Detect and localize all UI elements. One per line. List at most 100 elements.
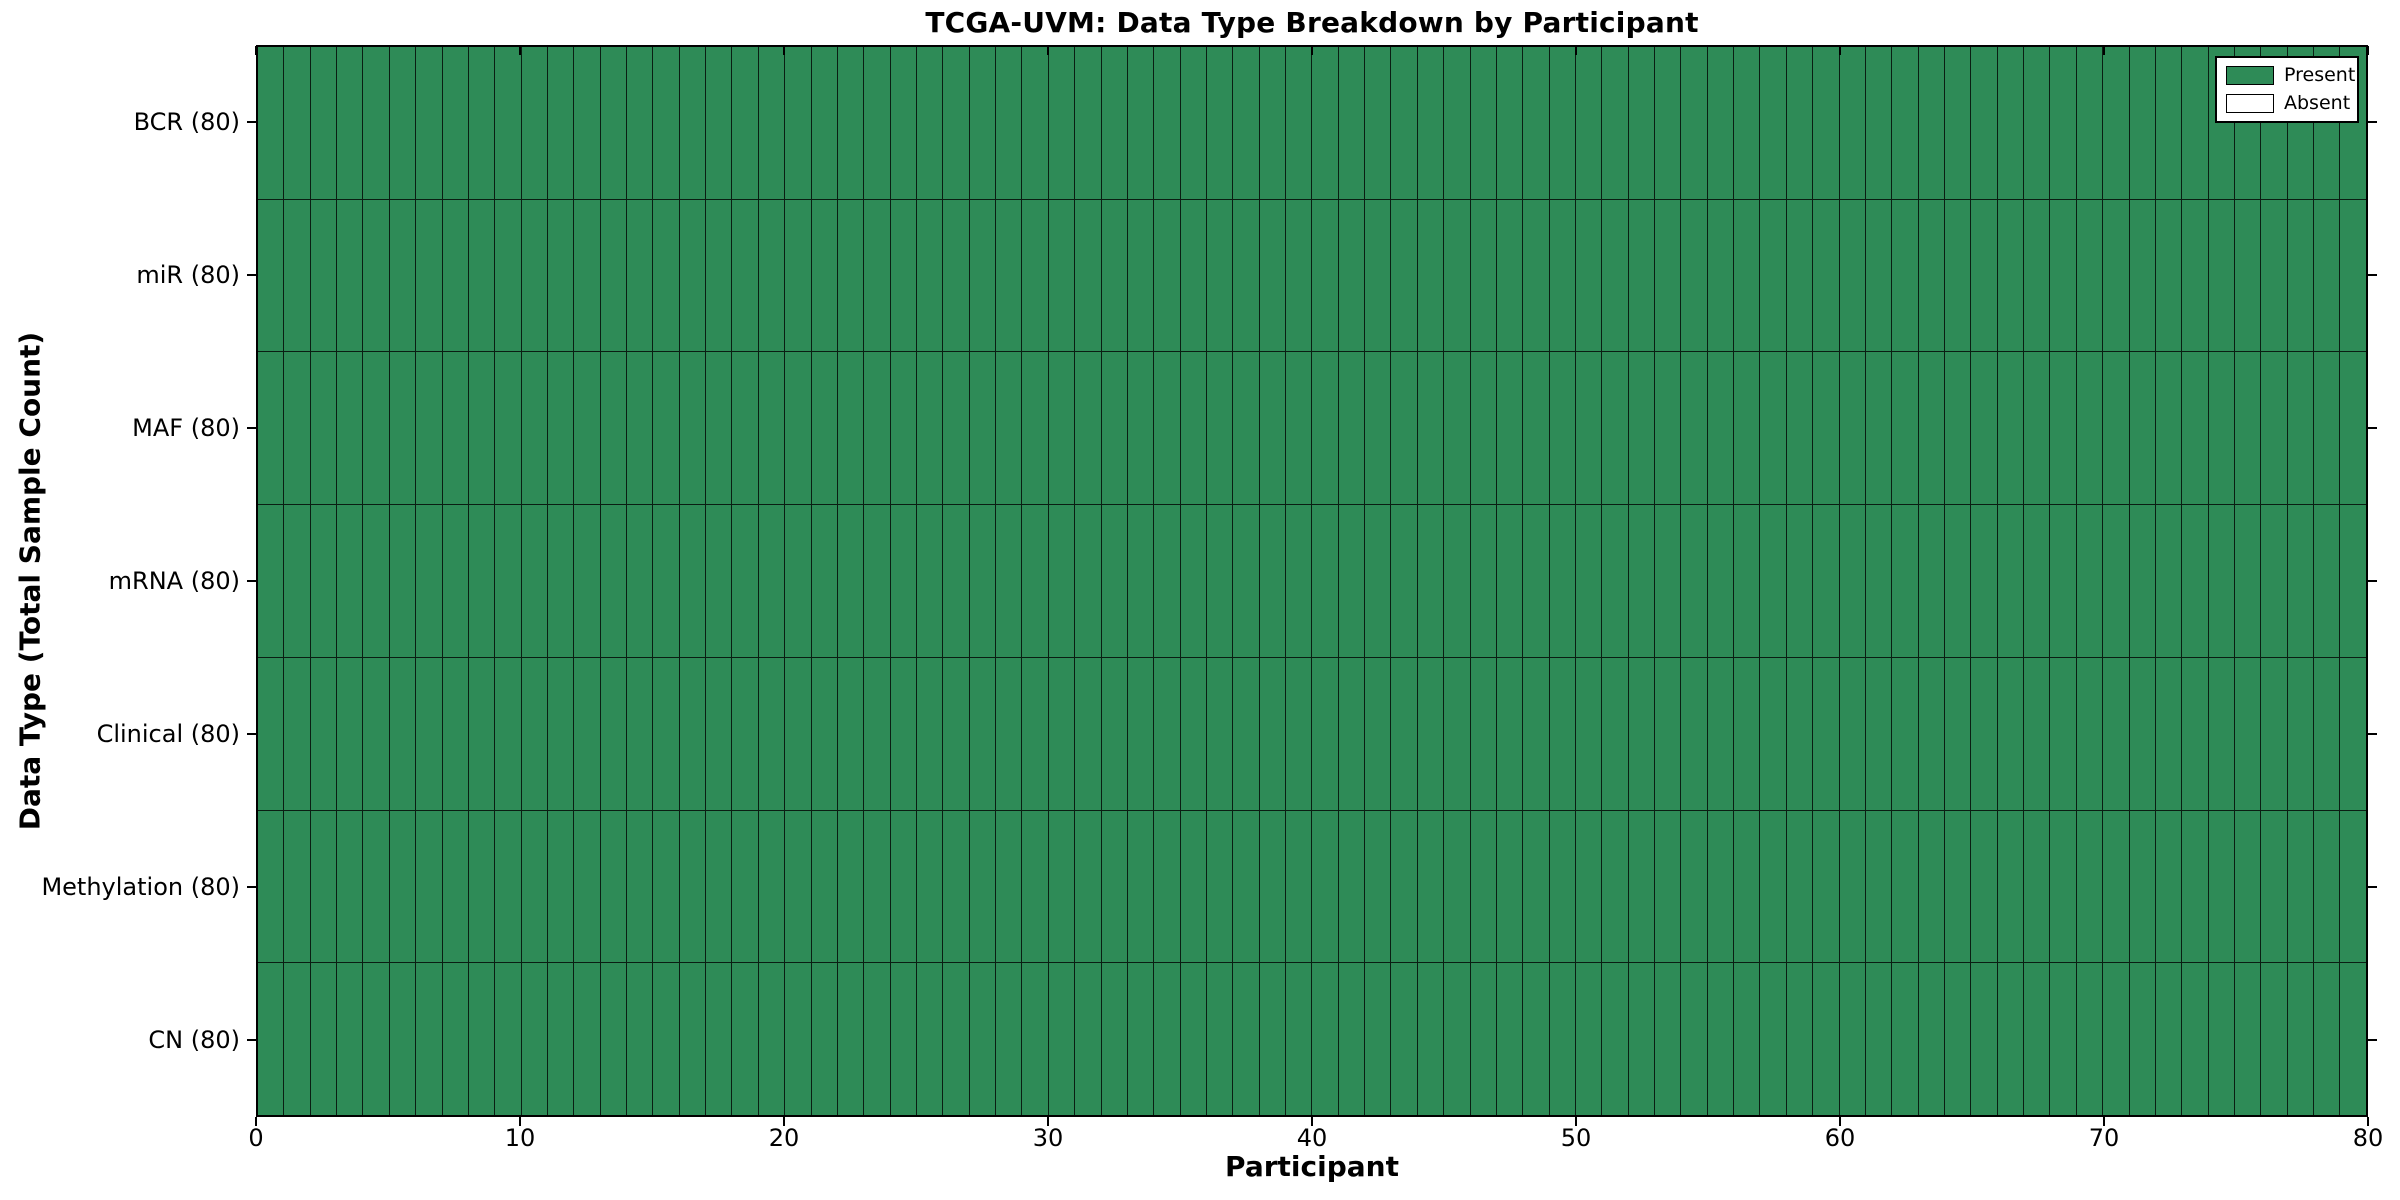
heatmap-cell [1601,47,1628,199]
heatmap-cell [1179,963,1206,1116]
heatmap-cell [1074,47,1101,199]
legend-label-present: Present [2284,64,2356,86]
heatmap-cell [1495,505,1523,657]
heatmap-cell [942,963,969,1116]
heatmap-cell [757,199,785,352]
heatmap-cell [2313,505,2340,657]
y-tick-mark [247,120,256,123]
heatmap-cell [2207,352,2234,505]
heatmap-cell [2181,199,2208,352]
heatmap-cell [1021,810,1048,963]
heatmap-cell [1680,963,1707,1116]
heatmap-cell [942,657,969,810]
heatmap-cell [1495,352,1523,505]
x-tick-mark [519,1117,521,1126]
heatmap-cell [678,199,706,352]
heatmap-cell [1574,352,1602,505]
heatmap-cell [1601,199,1628,352]
heatmap-cell [2286,657,2314,810]
heatmap-cell [1759,657,1786,810]
heatmap-cell [1337,47,1365,199]
x-tick-mark [519,46,521,55]
heatmap-cell [1443,352,1470,505]
heatmap-cell [1522,47,1549,199]
heatmap-cell [309,199,337,352]
heatmap-cell [968,47,996,199]
heatmap-cell [2339,352,2366,505]
heatmap-cell [1311,810,1338,963]
heatmap-cell [1126,810,1154,963]
y-tick-label-Methylation: Methylation (80) [41,873,240,902]
heatmap-cell [1390,810,1417,963]
heatmap-cell [810,657,837,810]
heatmap-cell [494,352,521,505]
legend-entry-absent: Absent [2226,93,2350,114]
heatmap-cell [1179,810,1206,963]
heatmap-cell [362,657,389,810]
heatmap-cell [388,47,416,199]
heatmap-cell [441,657,468,810]
heatmap-cell [362,963,389,1116]
heatmap-cell [388,352,416,505]
heatmap-cell [1390,47,1417,199]
heatmap-cell [1179,352,1206,505]
heatmap-cell [2049,657,2076,810]
heatmap-cell [889,963,916,1116]
heatmap-cell [2339,963,2366,1116]
heatmap-cell [705,810,732,963]
heatmap-cell [1126,352,1154,505]
heatmap-cell [2049,963,2076,1116]
heatmap-cell [968,352,996,505]
heatmap-cell [1522,963,1549,1116]
heatmap-cell [1495,199,1523,352]
heatmap-cell [1021,657,1048,810]
heatmap-cell [1337,199,1365,352]
heatmap-cell [1838,505,1865,657]
heatmap-cell [2260,199,2287,352]
heatmap-cell [2260,810,2287,963]
heatmap-cell [1416,47,1444,199]
heatmap-cell [467,963,495,1116]
heatmap-cell [1311,47,1338,199]
heatmap-cell [415,810,442,963]
heatmap-cell [1996,199,2024,352]
heatmap-cell [1364,963,1391,1116]
heatmap-cell [1179,505,1206,657]
heatmap-cell [1601,505,1628,657]
heatmap-cell [1258,352,1286,505]
heatmap-cell [2207,199,2234,352]
heatmap-cell [1864,657,1892,810]
heatmap-cell [626,199,653,352]
heatmap-cell [1996,963,2024,1116]
heatmap-cell [1733,199,1760,352]
heatmap-cell [1759,47,1786,199]
heatmap-cell [678,963,706,1116]
heatmap-cell [1258,47,1286,199]
heatmap-cell [573,352,600,505]
heatmap-cell [678,505,706,657]
heatmap-cell [520,352,547,505]
heatmap-cell [388,810,416,963]
heatmap-cell [1864,505,1892,657]
heatmap-row-Methylation [258,809,2366,963]
heatmap-cell [1574,657,1602,810]
heatmap-cell [362,505,389,657]
heatmap-cell [1311,657,1338,810]
heatmap-cell [995,47,1022,199]
heatmap-cell [1627,47,1655,199]
heatmap-cell [1706,47,1734,199]
heatmap-cell [2260,352,2287,505]
heatmap-cell [1680,505,1707,657]
heatmap-cell [2313,199,2340,352]
x-tick-label-40: 40 [1296,1124,1328,1152]
heatmap-cell [1996,810,2024,963]
heatmap-cell [1021,199,1048,352]
heatmap-cell [889,199,916,352]
heatmap-cell [626,352,653,505]
heatmap-cell [1812,199,1839,352]
heatmap-cell [2102,47,2129,199]
heatmap-cell [995,352,1022,505]
x-axis-title: Participant [1225,1150,1399,1183]
heatmap-cell [1654,657,1681,810]
heatmap-cell [731,505,758,657]
